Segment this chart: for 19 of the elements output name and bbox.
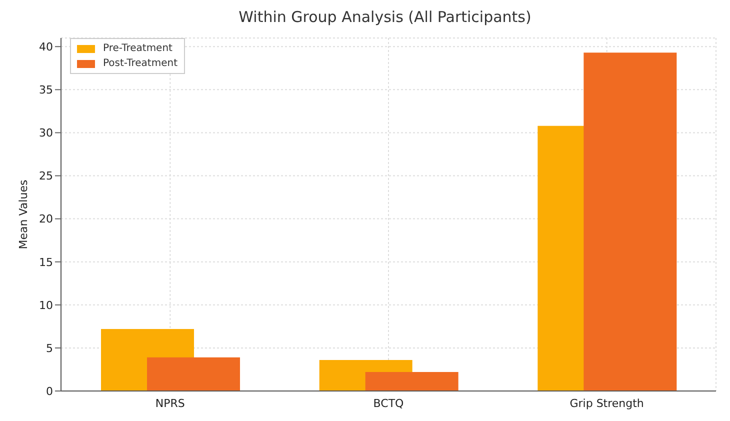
y-tick-label: 25 (39, 170, 53, 183)
y-tick-label: 5 (46, 342, 53, 355)
y-tick-label: 35 (39, 84, 53, 97)
x-tick-label: BCTQ (373, 396, 404, 410)
legend-label: Post-Treatment (103, 57, 178, 71)
bar (147, 357, 240, 391)
y-tick-label: 10 (39, 298, 53, 312)
y-tick-label: 40 (39, 40, 53, 54)
y-tick-label: 30 (39, 126, 53, 140)
y-tick-label: 15 (39, 256, 53, 269)
x-tick-label: NPRS (155, 396, 185, 410)
bar (365, 372, 458, 391)
y-tick-label: 20 (39, 212, 53, 226)
x-tick-label: Grip Strength (570, 396, 644, 410)
chart-title: Within Group Analysis (All Participants) (238, 8, 532, 28)
legend-label: Pre-Treatment (103, 42, 172, 56)
bar (584, 52, 677, 391)
y-tick-label: 0 (46, 384, 53, 398)
y-axis-title: Mean Values (16, 180, 30, 250)
